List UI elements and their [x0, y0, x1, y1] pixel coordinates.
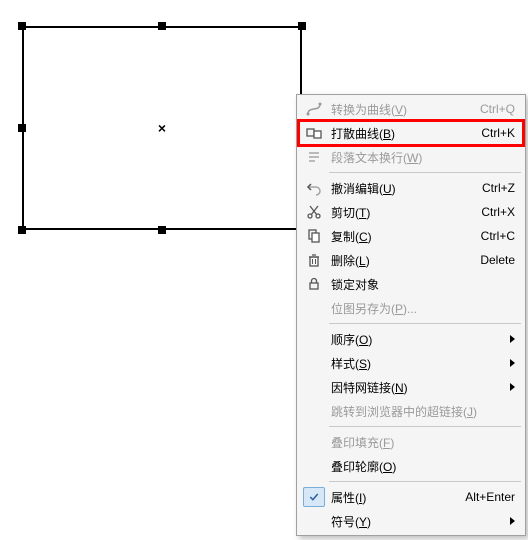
- menu-item-jump-hyperlink: 跳转到浏览器中的超链接(J): [299, 399, 523, 423]
- menu-item-copy[interactable]: 复制(C) Ctrl+C: [299, 224, 523, 248]
- curve-icon: [303, 99, 325, 119]
- undo-icon: [303, 178, 325, 198]
- menu-item-properties[interactable]: 属性(I) Alt+Enter: [299, 485, 523, 509]
- menu-item-label: 段落文本换行(W): [331, 149, 515, 166]
- menu-item-cut[interactable]: 剪切(T) Ctrl+X: [299, 200, 523, 224]
- blank-icon: [303, 298, 325, 318]
- blank-icon: [303, 432, 325, 452]
- menu-separator: [329, 323, 521, 324]
- menu-item-internet-link[interactable]: 因特网链接(N): [299, 375, 523, 399]
- menu-item-label: 复制(C): [331, 228, 473, 245]
- menu-item-label: 顺序(O): [331, 331, 504, 348]
- selection-center-marker: ×: [158, 120, 166, 136]
- menu-item-shortcut: Ctrl+Q: [480, 102, 515, 116]
- menu-item-label: 打散曲线(B): [331, 125, 473, 142]
- menu-item-label: 锁定对象: [331, 276, 515, 293]
- submenu-arrow-icon: [510, 359, 515, 367]
- blank-icon: [303, 511, 325, 531]
- menu-item-label: 叠印轮廓(O): [331, 458, 515, 475]
- cut-icon: [303, 202, 325, 222]
- menu-item-label: 属性(I): [331, 489, 457, 506]
- selection-handle[interactable]: [18, 226, 26, 234]
- menu-item-overprint-fill: 叠印填充(F): [299, 430, 523, 454]
- paragraph-icon: [303, 147, 325, 167]
- menu-item-paragraph-wrap: 段落文本换行(W): [299, 145, 523, 169]
- break-icon: [303, 123, 325, 143]
- menu-item-shortcut: Alt+Enter: [465, 490, 515, 504]
- copy-icon: [303, 226, 325, 246]
- selection-handle[interactable]: [298, 22, 306, 30]
- selection-handle[interactable]: [18, 22, 26, 30]
- menu-item-delete[interactable]: 删除(L) Delete: [299, 248, 523, 272]
- menu-separator: [329, 172, 521, 173]
- menu-separator: [329, 481, 521, 482]
- menu-item-save-bitmap: 位图另存为(P)...: [299, 296, 523, 320]
- blank-icon: [303, 456, 325, 476]
- delete-icon: [303, 250, 325, 270]
- menu-item-lock[interactable]: 锁定对象: [299, 272, 523, 296]
- menu-item-label: 符号(Y): [331, 513, 504, 530]
- menu-item-undo-edit[interactable]: 撤消编辑(U) Ctrl+Z: [299, 176, 523, 200]
- menu-item-break-apart[interactable]: 打散曲线(B) Ctrl+K: [299, 121, 523, 145]
- menu-item-shortcut: Ctrl+X: [481, 205, 515, 219]
- menu-item-label: 转换为曲线(V): [331, 101, 472, 118]
- menu-item-label: 跳转到浏览器中的超链接(J): [331, 403, 515, 420]
- menu-item-label: 剪切(T): [331, 204, 473, 221]
- blank-icon: [303, 377, 325, 397]
- selection-handle[interactable]: [18, 124, 26, 132]
- menu-item-shortcut: Delete: [480, 253, 515, 267]
- blank-icon: [303, 401, 325, 421]
- menu-item-style[interactable]: 样式(S): [299, 351, 523, 375]
- menu-item-label: 样式(S): [331, 355, 504, 372]
- menu-item-order[interactable]: 顺序(O): [299, 327, 523, 351]
- selection-handle[interactable]: [158, 226, 166, 234]
- blank-icon: [303, 353, 325, 373]
- submenu-arrow-icon: [510, 383, 515, 391]
- menu-item-overprint-outline[interactable]: 叠印轮廓(O): [299, 454, 523, 478]
- blank-icon: [303, 329, 325, 349]
- menu-item-shortcut: Ctrl+C: [481, 229, 515, 243]
- menu-item-label: 叠印填充(F): [331, 434, 515, 451]
- check-icon: [303, 487, 325, 507]
- selection-handle[interactable]: [158, 22, 166, 30]
- menu-item-label: 因特网链接(N): [331, 379, 504, 396]
- menu-item-label: 位图另存为(P)...: [331, 300, 515, 317]
- menu-item-label: 删除(L): [331, 252, 472, 269]
- submenu-arrow-icon: [510, 335, 515, 343]
- submenu-arrow-icon: [510, 517, 515, 525]
- context-menu: 转换为曲线(V) Ctrl+Q 打散曲线(B) Ctrl+K 段落文本换行(W) 撤消编辑…: [296, 94, 526, 536]
- menu-separator: [329, 426, 521, 427]
- lock-icon: [303, 274, 325, 294]
- menu-item-label: 撤消编辑(U): [331, 180, 474, 197]
- menu-item-symbol[interactable]: 符号(Y): [299, 509, 523, 533]
- menu-item-shortcut: Ctrl+Z: [482, 181, 515, 195]
- menu-item-shortcut: Ctrl+K: [481, 126, 515, 140]
- menu-item-convert-to-curve: 转换为曲线(V) Ctrl+Q: [299, 97, 523, 121]
